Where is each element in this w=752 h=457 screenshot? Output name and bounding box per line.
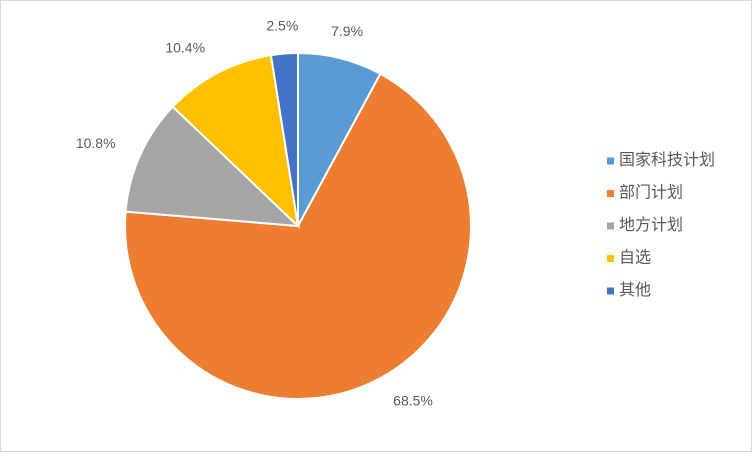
legend-label: 自选 [619, 249, 651, 267]
legend-swatch [607, 287, 614, 295]
pie-slice [124, 105, 301, 228]
data-label: 10.4% [165, 40, 205, 56]
data-label: 10.8% [76, 135, 116, 151]
data-label: 2.5% [266, 17, 298, 33]
legend-swatch [607, 222, 614, 230]
legend-label: 部门计划 [619, 184, 683, 202]
data-label: 7.9% [331, 23, 363, 39]
legend-label: 国家科技计划 [619, 151, 715, 169]
legend-label: 地方计划 [619, 216, 683, 234]
data-label: 68.5% [393, 393, 433, 409]
legend-label: 其他 [619, 281, 651, 299]
legend-swatch [607, 157, 614, 165]
legend-swatch [607, 190, 614, 197]
pie-slice [269, 51, 299, 227]
legend-swatch [607, 255, 614, 262]
pie-slice [171, 53, 300, 229]
pie-slice [124, 72, 472, 400]
